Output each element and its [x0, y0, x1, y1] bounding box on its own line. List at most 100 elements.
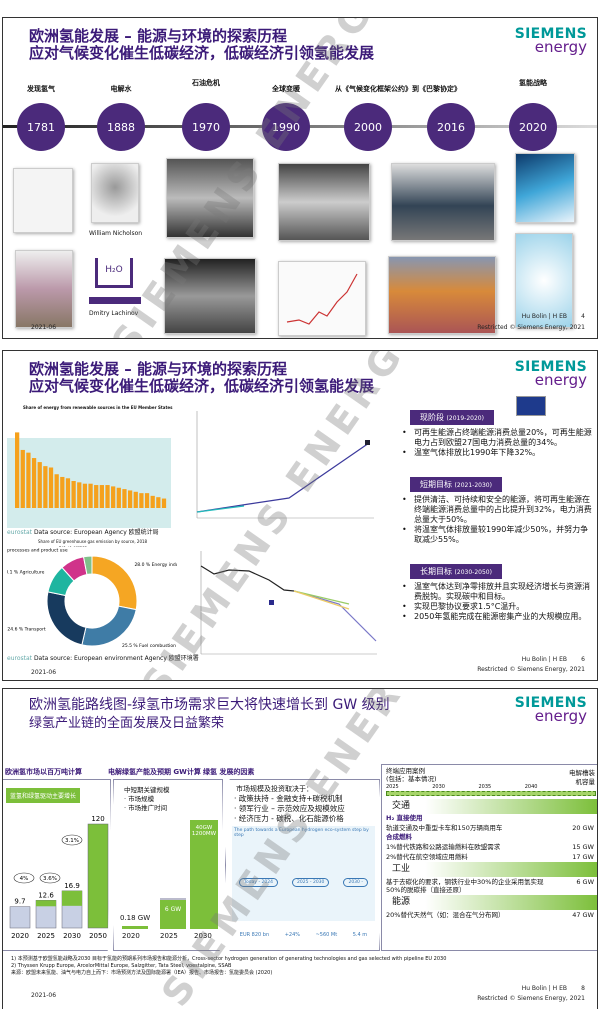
slide-date: 2021-06 [31, 669, 57, 676]
slide-1: 欧洲氢能发展 – 能源与环境的探索历程 应对气候变化催生低碳经济，低碳经济引领氢… [2, 17, 598, 339]
slice-label: 8.6 % Industrial processes and product u… [7, 548, 68, 554]
restricted-notice: Restricted © Siemens Energy, 2021 [477, 324, 585, 331]
phase-block: 短期目标 (2021-2030) 提供清洁、可持续和安全的能源，将可再生能源在终端… [388, 472, 593, 545]
phase-item: 2050年氢能完成在能源密集产业的大规模应用。 [402, 612, 593, 622]
bar-value-label: 9.7 [14, 898, 25, 906]
growth-badge: 蓝氢和绿氢驱动主要增长 [6, 788, 81, 803]
slide-title: 欧洲氢能发展 – 能源与环境的探索历程 [29, 27, 287, 45]
end-use-row: 基于去碳化的要求，钢铁行业中30%的企业采用氢实现50%的脱碳排（直接还原） 6 … [386, 878, 594, 894]
restricted-notice: Restricted © Siemens Energy, 2021 [477, 995, 585, 1002]
slice-label: 3.0 % Waste [59, 546, 87, 548]
donut-slice [82, 555, 93, 576]
renewable-bar [37, 462, 42, 508]
renewable-bar [60, 476, 65, 508]
phase-item: 将温室气体排放量较1990年减少50%，并努力争取减少55%。 [402, 525, 593, 545]
emission-donut-chart: 28.0 % Energy industries 25.5 % Fuel comb… [7, 546, 177, 649]
year-circle-2000: 2000 [344, 103, 392, 151]
mid-box-item: · 市场推广时间 [124, 804, 168, 812]
mid-box-title: 中短期关键规模 [124, 786, 170, 794]
end-use-row: 轨道交通及中重型卡车和150万辆商用车 20 GW [386, 824, 594, 832]
phase-item: 温室气体达到净零排放并且实现经济增长与资源消费脱钩。实现碳中和目标。 [402, 582, 593, 602]
lachinov-caption: Dmitry Lachinov [89, 310, 139, 317]
renewable-bar [111, 486, 116, 508]
slide-subtitle: 应对气候变化催生低碳经济，低碳经济引领氢能发展 [29, 44, 375, 62]
factors-list: · 政策扶持 - 金融支持+碳税机制 · 领军行业 – 示范效应及规模效应 · … [234, 794, 345, 823]
siemens-energy-logo: SIEMENS energy [514, 26, 587, 56]
phase-header: 长期目标 (2030-2050) [410, 564, 502, 579]
renewable-bar [54, 474, 59, 508]
end-use-subhead: (包括：基本情况) [386, 775, 437, 783]
slice-label: 25.5 % Fuel combustion [122, 643, 176, 649]
source-2: eurostat Data source: European environme… [7, 655, 199, 662]
growth-rate-bubble [39, 872, 61, 884]
electrolysis-panel: 中短期关键规模 · 市场规模 · 市场推广时间 0.18 GW 6 GW 40G… [113, 779, 223, 951]
siemens-energy-logo: SIEMENS energy [514, 695, 587, 725]
renewable-bar [48, 467, 54, 508]
renewables-target-line-chart [196, 411, 374, 519]
end-use-panel: 终端应用案例 (包括：基本情况) 电解槽装机容量 2025 2030 2035 204… [381, 764, 597, 951]
eu-parliament-image [388, 256, 496, 334]
german-strategy-cover-image [515, 233, 573, 328]
end-use-row: 2%替代在航空领域应用燃料 17 GW [386, 853, 594, 861]
slide-3: 欧洲氢能路线图-绿氢市场需求巨大将快速增长到 GW 级别 绿氢产业链的全面发展及… [2, 688, 598, 1009]
year-label: 2025 [160, 932, 178, 940]
renewable-bar [77, 482, 82, 508]
renewables-bar-chart [7, 432, 171, 528]
end-use-row: 20%替代天然气（如：混合在气分布网） 47 GW [386, 911, 594, 919]
bar-value-label: 16.9 [64, 882, 80, 890]
year-circle-2020: 2020 [509, 103, 557, 151]
timeline-label: 电解水 [110, 85, 132, 93]
year-circle-1990: 1990 [262, 103, 310, 151]
year-label: 2050 [89, 932, 107, 940]
footnotes: 1) 本预测基于欧盟氢能战略及2030 目标于氢能的预期系列市场报告和能源分析，… [11, 956, 446, 977]
slice-label: 24.6 % Transport [7, 627, 46, 633]
electrolyzer-label-bar [89, 297, 141, 304]
slide-title: 欧洲氢能路线图-绿氢市场需求巨大将快速增长到 GW 级别 [29, 697, 390, 713]
bar-label: 0.18 GW [120, 914, 151, 922]
year-scale: 2025 2030 2035 2040 [386, 784, 538, 790]
slide-author: Hu Bolin | H EB [521, 313, 567, 320]
donut-chart-title: Share of EU greenhouse gas emission by s… [38, 539, 148, 544]
phase-header: 短期目标 (2021-2030) [410, 477, 502, 492]
path-stats: EUR 820 bn +24% ~560 Mt 5.4 m [239, 932, 368, 938]
year-label: 2025 [37, 932, 55, 940]
timeline-label: 发现氢气 [27, 85, 55, 93]
phase-header: 现阶段 (2019-2020) [410, 410, 494, 425]
step-2025: 2025 - 2030 [292, 878, 330, 887]
slice-label: 10.1 % Agriculture [7, 570, 45, 576]
sector-bar: 能源 [382, 895, 597, 910]
slide-title: 欧洲氢能发展 – 能源与环境的探索历程 [29, 360, 287, 378]
hydrogen-market-bar-chart: 9.7 2020 12.6 2025 16.9 2030 120 2050 4% 3.6% 3.1% [9, 815, 109, 940]
phase-block: 现阶段 (2019-2020) 可再生能源占终端能源消费总量20%，可再生能源电力… [388, 405, 593, 458]
growth-rate-bubble [13, 872, 35, 884]
renewable-bar [71, 481, 76, 508]
footnote: 1) 本预测基于欧盟氢能战略及2030 目标于氢能的预期系列市场报告和能源分析，… [11, 956, 447, 962]
renewable-bar [156, 497, 161, 508]
slide-date: 2021-06 [31, 992, 57, 999]
renewable-bar [116, 487, 121, 508]
year-circle-1970: 1970 [182, 103, 230, 151]
temperature-line-icon [286, 273, 358, 325]
factors-panel: 市场规模及投资取决于： · 政策扶持 - 金融支持+碳税机制 · 领军行业 – … [225, 779, 380, 951]
renewable-bar [26, 452, 31, 508]
renewable-bar [144, 493, 150, 508]
market-bar-green [36, 900, 56, 907]
slide-page: 8 [581, 985, 585, 992]
eu-strategy-cover-image [515, 153, 575, 223]
step-2030: 2030 - [343, 878, 368, 887]
bar-2025: 6 GW [160, 898, 186, 929]
timeline-label: 石油危机 [192, 79, 220, 87]
nicholson-portrait [91, 163, 139, 223]
phase-item: 实现巴黎协议要求1.5°C温升。 [402, 602, 593, 612]
nicholson-caption: William Nicholson [89, 230, 143, 237]
slide-author: Hu Bolin | H EB [521, 985, 567, 992]
sector-sub: 合成燃料 [386, 833, 412, 841]
renewable-bar [82, 483, 88, 508]
footnote: 2) Thyssen Krupp Europe, ArcelorMittal E… [11, 963, 232, 969]
balloon-image [15, 250, 73, 328]
donut-slice [91, 555, 138, 611]
col-header-factors: 绿氢 发展的因素 [203, 768, 255, 776]
sector-bar: 工业 [382, 862, 597, 877]
oil-crisis-image [166, 158, 254, 238]
chart-background [7, 438, 171, 528]
